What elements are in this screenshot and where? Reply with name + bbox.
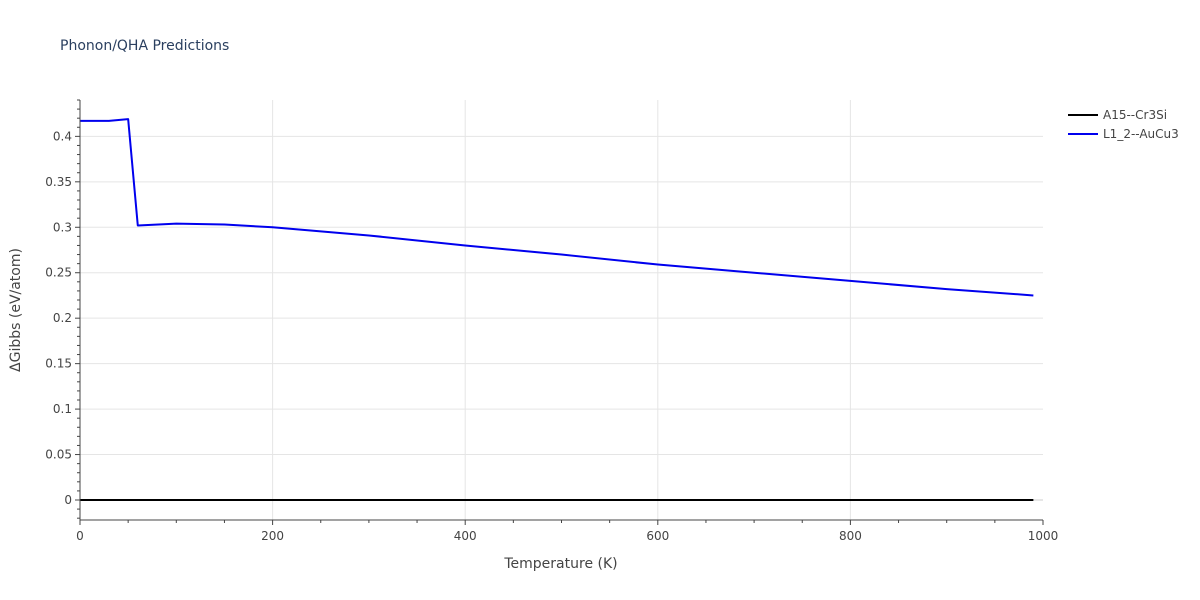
legend-label[interactable]: L1_2--AuCu3: [1103, 127, 1179, 141]
x-tick-label: 800: [839, 529, 862, 543]
x-tick-label: 400: [454, 529, 477, 543]
y-tick-label: 0.15: [45, 357, 72, 371]
y-tick-label: 0.25: [45, 266, 72, 280]
y-tick-label: 0.05: [45, 448, 72, 462]
y-axis-label: ΔGibbs (eV/atom): [8, 248, 24, 372]
legend[interactable]: A15--Cr3Si L1_2--AuCu3: [1068, 108, 1179, 141]
y-tick-label: 0.3: [53, 220, 72, 234]
x-tick-label: 0: [76, 529, 84, 543]
grid: [80, 100, 1043, 520]
chart-title: Phonon/QHA Predictions: [60, 38, 229, 54]
x-tick-label: 200: [261, 529, 284, 543]
y-tick-label: 0: [64, 493, 72, 507]
x-tick-label: 600: [646, 529, 669, 543]
y-tick-label: 0.4: [53, 129, 72, 143]
series-layer: [80, 118, 1034, 501]
series-line-2: [80, 118, 1034, 297]
legend-label[interactable]: A15--Cr3Si: [1103, 108, 1167, 122]
y-tick-label: 0.2: [53, 311, 72, 325]
y-tick-label: 0.1: [53, 402, 72, 416]
y-tick-label: 0.35: [45, 175, 72, 189]
axes: 0 200 400 600 800 1000 0 0.05 0.1 0.15 0.2 0.25 0.3 0…: [45, 99, 1059, 543]
x-axis-label: Temperature (K): [503, 556, 617, 572]
x-tick-label: 1000: [1028, 529, 1059, 543]
